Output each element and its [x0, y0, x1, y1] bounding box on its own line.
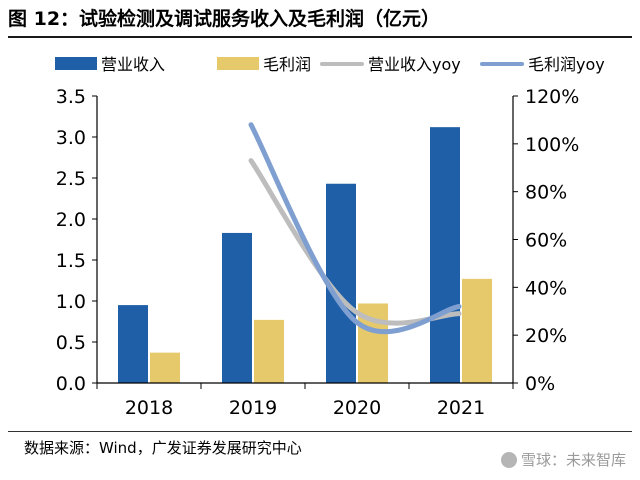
left-tick-label: 2.0	[56, 209, 86, 231]
left-tick-label: 3.5	[56, 86, 86, 108]
left-axis: 0.0 0.5 1.0 1.5 2.0 2.5 3.0 3.5	[56, 86, 98, 395]
right-tick-label: 60%	[525, 230, 567, 252]
bar-revenue-2019	[222, 232, 252, 383]
x-tick-label-2020: 2020	[333, 397, 381, 419]
right-tick-label: 120%	[525, 86, 579, 108]
legend-revenue-swatch	[55, 57, 97, 70]
line-series-group	[248, 122, 462, 335]
legend-gross-profit-yoy-label: 毛利润yoy	[528, 55, 605, 74]
bar-series-group	[118, 127, 492, 383]
title-divider	[8, 36, 632, 38]
left-tick-label: 1.5	[56, 250, 86, 272]
snowball-logo-icon	[500, 452, 517, 468]
left-tick-label: 0.5	[56, 332, 86, 354]
x-tick-label-2018: 2018	[125, 397, 173, 419]
line-gross-profit-yoy	[248, 122, 462, 335]
watermark-text: 雪球：未来智库	[520, 451, 626, 469]
chart: 营业收入 毛利润 营业收入yoy 毛利润yoy 0.0 0.5 1.0 1.5 2.0 2.5 3…	[55, 55, 605, 419]
left-tick-label: 3.0	[56, 127, 86, 149]
left-tick-label: 0.0	[56, 373, 86, 395]
source-note: 数据来源：Wind，广发证券发展研究中心	[24, 439, 302, 457]
left-tick-label: 2.5	[56, 168, 86, 190]
right-tick-label: 20%	[525, 325, 567, 347]
bar-revenue-2018	[118, 305, 148, 383]
x-tick-label-2019: 2019	[229, 397, 277, 419]
right-tick-label: 100%	[525, 134, 579, 156]
legend-gross-profit-label: 毛利润	[263, 55, 311, 74]
legend-revenue-yoy-label: 营业收入yoy	[368, 55, 461, 74]
legend-revenue-label: 营业收入	[101, 55, 165, 74]
source-divider	[8, 431, 632, 432]
right-tick-label: 0%	[525, 373, 555, 395]
bar-revenue-2021	[430, 127, 460, 383]
x-axis: 2018 2019 2020 2021	[96, 382, 514, 419]
legend-gross-profit-swatch	[217, 57, 259, 70]
legend: 营业收入 毛利润 营业收入yoy 毛利润yoy	[55, 55, 605, 74]
bar-gross-profit-2021	[462, 278, 492, 383]
right-tick-label: 80%	[525, 182, 567, 204]
right-axis: 0% 20% 40% 60% 80% 100% 120%	[512, 86, 579, 395]
x-tick-label-2021: 2021	[437, 397, 485, 419]
right-tick-label: 40%	[525, 277, 567, 299]
bar-gross-profit-2019	[254, 319, 284, 383]
bar-gross-profit-2018	[150, 352, 180, 383]
figure-title: 图 12：试验检测及调试服务收入及毛利润（亿元）	[8, 8, 441, 30]
left-tick-label: 1.0	[56, 291, 86, 313]
watermark: 雪球：未来智库	[500, 450, 626, 470]
